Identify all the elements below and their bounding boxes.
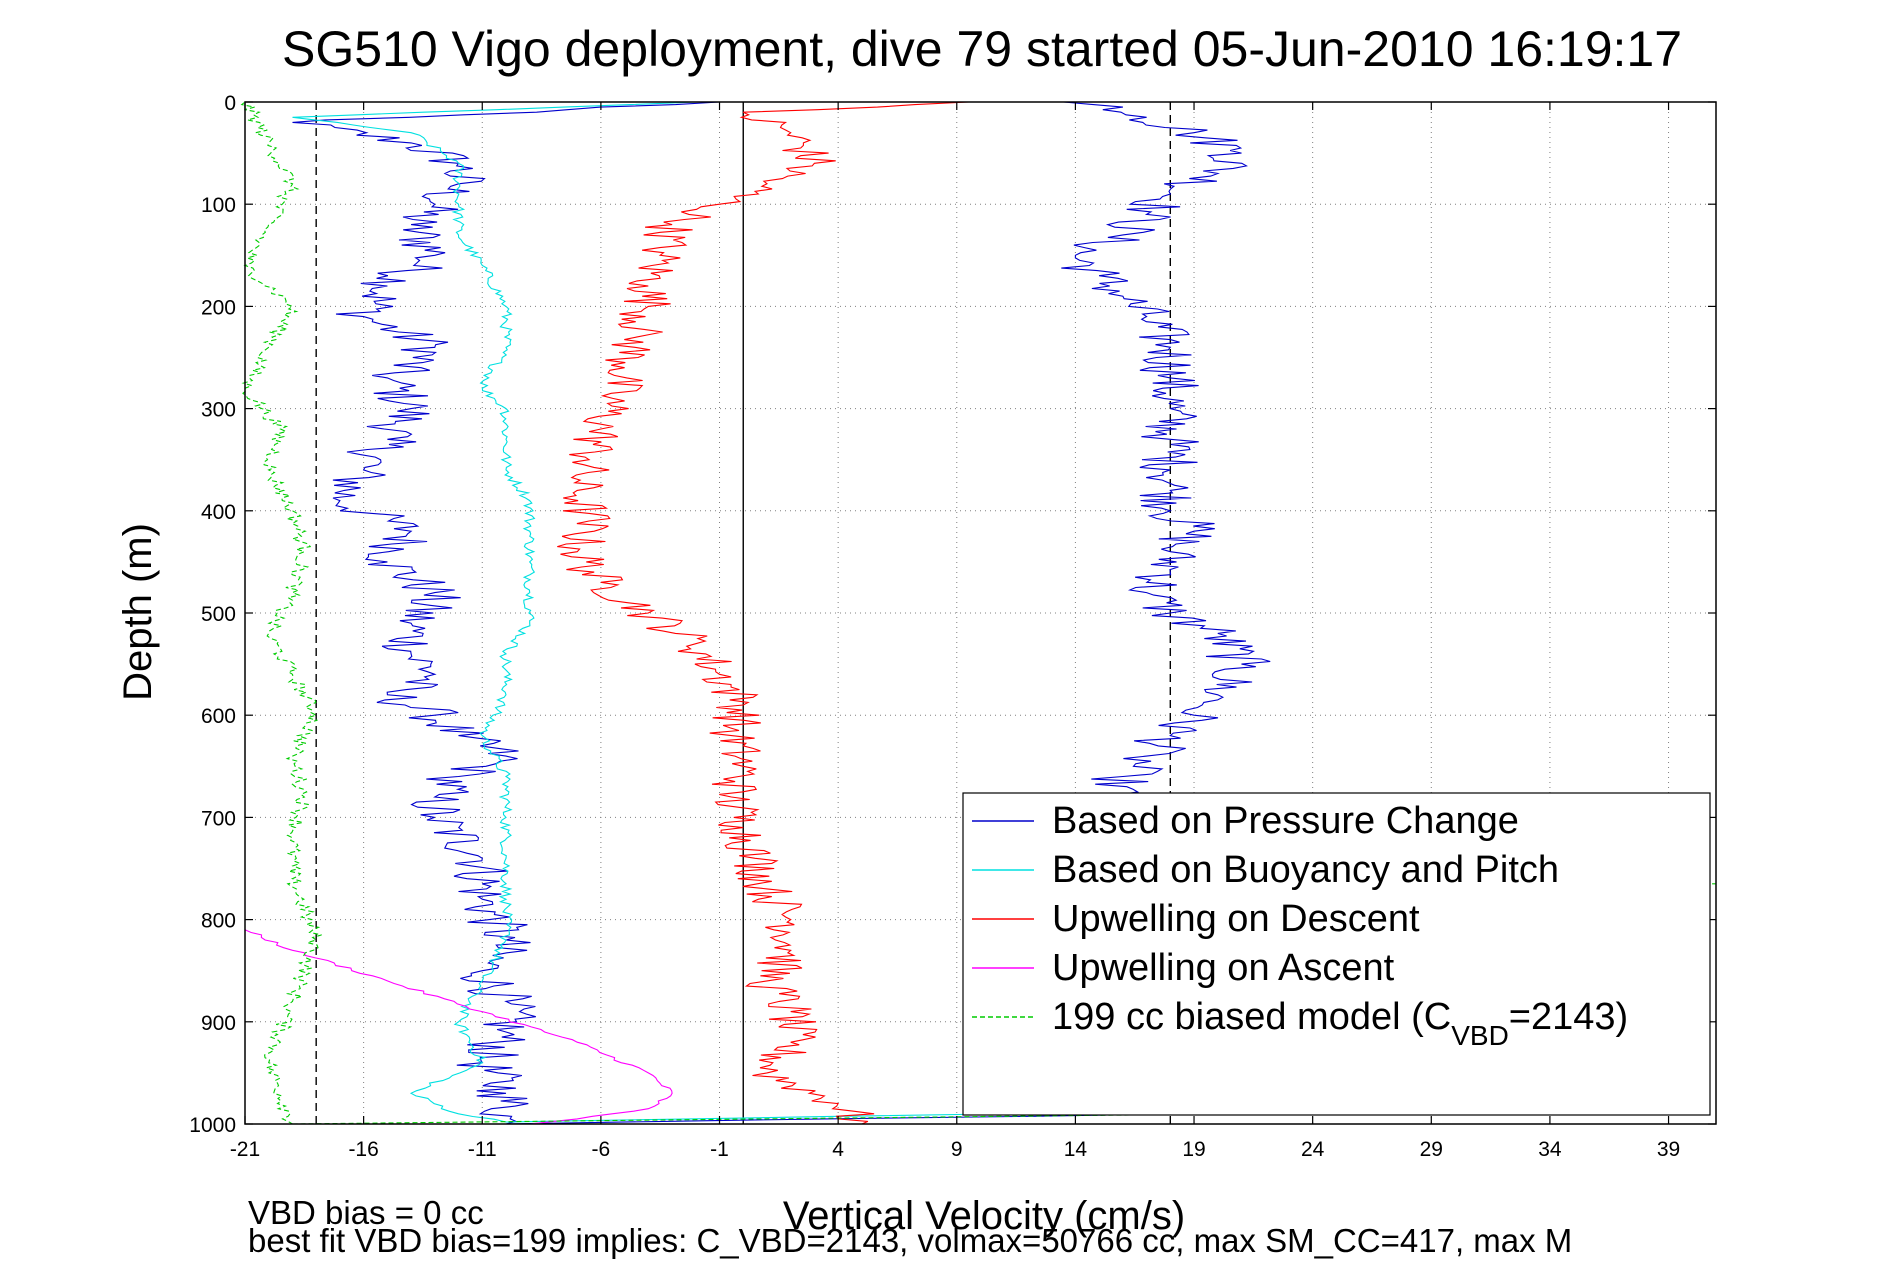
x-tick-label: -21 — [230, 1138, 260, 1161]
legend: Based on Pressure Change Based on Buoyanc… — [962, 792, 1711, 1116]
x-tick-label: -16 — [348, 1138, 378, 1161]
fit-summary-text: best fit VBD bias=199 implies: C_VBD=214… — [248, 1222, 1572, 1259]
series-line — [240, 101, 1716, 1125]
y-tick-label: 0 — [224, 92, 236, 115]
legend-label: Based on Pressure Change — [1052, 800, 1519, 842]
x-tick-label: 39 — [1657, 1138, 1680, 1161]
y-tick-label: 800 — [201, 910, 236, 933]
series-line — [292, 101, 1313, 1123]
series-upwelling-on-ascent — [244, 929, 673, 1125]
y-tick-label: 400 — [201, 501, 236, 524]
legend-suffix: =2143) — [1509, 996, 1628, 1038]
y-tick-label: 500 — [201, 603, 236, 626]
y-tick-label: 200 — [201, 296, 236, 319]
series-line — [1061, 101, 1271, 798]
y-tick-label: 300 — [201, 399, 236, 422]
series-upwelling-on-descent — [557, 101, 969, 1125]
legend-label: Upwelling on Ascent — [1052, 947, 1395, 989]
x-tick-label: 34 — [1538, 1138, 1562, 1161]
y-tick-label: 1000 — [189, 1114, 236, 1137]
x-tick-label: 24 — [1301, 1138, 1325, 1161]
series-based-on-buoyancy-and-pitch — [292, 101, 1313, 1123]
x-tick-label: 29 — [1420, 1138, 1443, 1161]
legend-box — [962, 792, 1711, 1116]
x-tick-label: -6 — [592, 1138, 611, 1161]
y-tick-label: 700 — [201, 807, 236, 830]
y-tick-label: 100 — [201, 194, 236, 217]
vbd-bias-label: VBD bias = 0 cc — [248, 1194, 484, 1231]
x-tick-label: 4 — [832, 1138, 844, 1161]
y-tick-label: 600 — [201, 705, 236, 728]
x-tick-label: 14 — [1064, 1138, 1088, 1161]
x-tick-label: -11 — [468, 1138, 497, 1161]
x-axis-ticks: -21 -16 -11 -6 -1 4 9 14 19 24 29 34 39 — [230, 102, 1680, 1161]
chart-title: SG510 Vigo deployment, dive 79 started 0… — [282, 21, 1682, 77]
series-line — [292, 101, 720, 1125]
x-axis-label: Vertical Velocity (cm/s) — [783, 1194, 1185, 1238]
y-axis-label: Depth (m) — [116, 523, 160, 701]
legend-label: Upwelling on Descent — [1052, 898, 1420, 940]
x-tick-label: 9 — [951, 1138, 963, 1161]
x-tick-label: -1 — [710, 1138, 729, 1161]
legend-label: Based on Buoyancy and Pitch — [1052, 849, 1559, 891]
y-axis-ticks: 0 100 200 300 400 500 600 700 800 900 1000 — [189, 92, 1716, 1137]
x-tick-label: 19 — [1182, 1138, 1205, 1161]
series-line — [244, 929, 673, 1125]
series-line — [557, 101, 969, 1125]
legend-subscript: VBD — [1451, 1020, 1509, 1051]
y-tick-label: 900 — [201, 1012, 236, 1035]
